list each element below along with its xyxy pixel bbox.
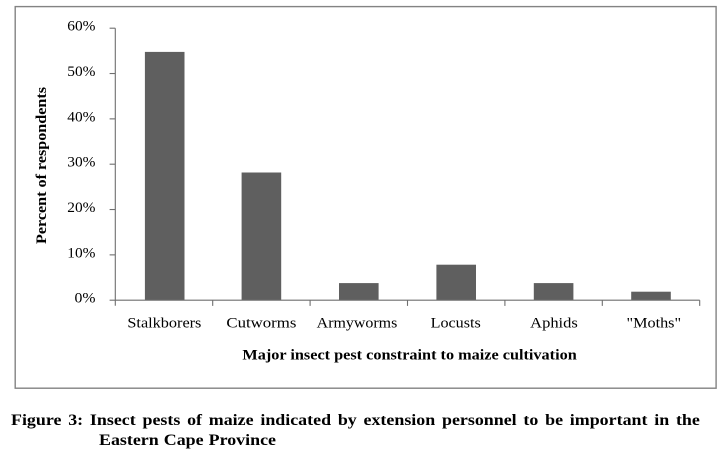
svg-text:Major insect pest constraint t: Major insect pest constraint to maize cu… xyxy=(242,348,577,364)
svg-text:Cutworms: Cutworms xyxy=(226,316,296,332)
svg-text:40%: 40% xyxy=(67,109,95,125)
svg-text:Percent of respondents: Percent of respondents xyxy=(34,87,50,244)
svg-text:20%: 20% xyxy=(67,200,95,216)
svg-text:50%: 50% xyxy=(67,64,95,80)
svg-text:"Moths": "Moths" xyxy=(627,316,682,332)
svg-text:Aphids: Aphids xyxy=(530,316,578,332)
svg-text:Locusts: Locusts xyxy=(431,316,481,332)
svg-text:30%: 30% xyxy=(67,155,95,171)
svg-text:Armyworms: Armyworms xyxy=(317,316,398,332)
svg-text:Stalkborers: Stalkborers xyxy=(127,316,201,332)
svg-text:60%: 60% xyxy=(67,19,95,35)
svg-text:10%: 10% xyxy=(67,245,95,261)
svg-text:0%: 0% xyxy=(75,291,96,307)
